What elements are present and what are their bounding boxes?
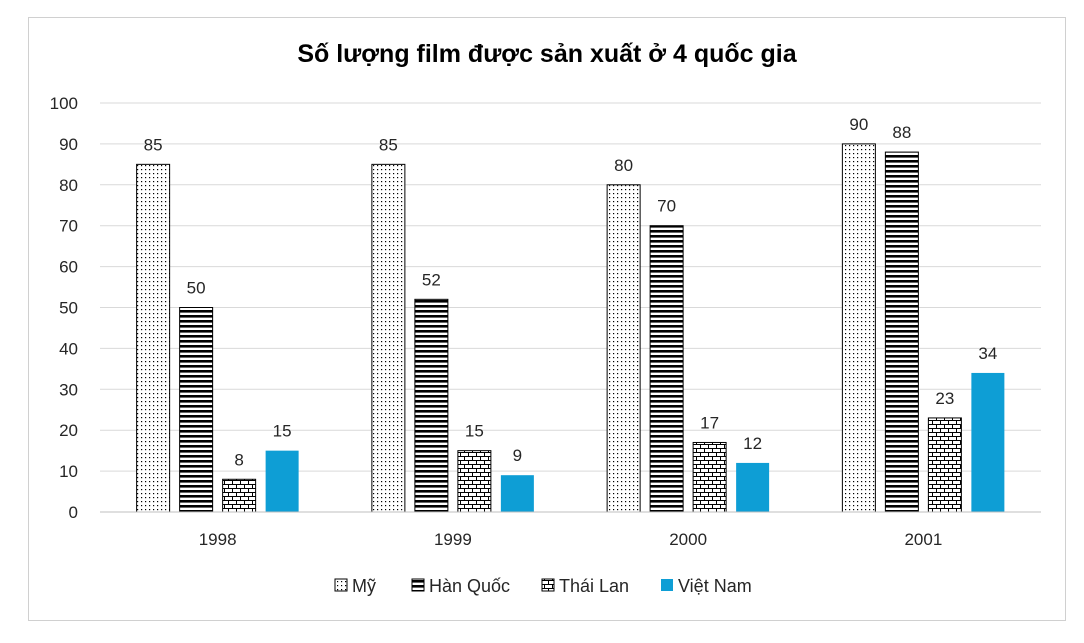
data-label: 12 <box>743 434 762 453</box>
legend-swatch <box>541 578 555 592</box>
data-label: 17 <box>700 413 719 432</box>
bar-my-1998 <box>136 163 171 513</box>
bar-han-quoc-2001 <box>884 151 919 513</box>
y-tick-label: 40 <box>59 339 78 358</box>
bar-han-quoc-2000 <box>649 225 684 513</box>
y-tick-label: 60 <box>59 258 78 277</box>
y-tick-label: 20 <box>59 421 78 440</box>
data-label: 90 <box>849 115 868 134</box>
data-label: 15 <box>465 422 484 441</box>
legend-label: Hàn Quốc <box>429 576 510 596</box>
bar-thai-lan-2001 <box>927 417 962 513</box>
bar-viet-nam-2000 <box>736 462 770 512</box>
bar-thai-lan-2000 <box>692 441 727 513</box>
data-label: 85 <box>379 135 398 154</box>
legend-swatch <box>411 578 425 592</box>
bar-thai-lan-1999 <box>457 450 492 513</box>
legend-label: Việt Nam <box>678 576 752 596</box>
y-tick-label: 10 <box>59 462 78 481</box>
y-tick-label: 30 <box>59 380 78 399</box>
data-label: 34 <box>978 344 997 363</box>
x-tick-label: 1999 <box>434 530 472 549</box>
chart-title: Số lượng film được sản xuất ở 4 quốc gia <box>297 40 797 68</box>
bar-viet-nam-1999 <box>500 475 534 512</box>
data-label: 9 <box>513 446 522 465</box>
y-axis: 0 10 20 30 40 50 60 70 80 90 100 <box>50 94 78 522</box>
data-label: 85 <box>144 135 163 154</box>
legend-swatch <box>334 578 348 592</box>
y-tick-label: 80 <box>59 176 78 195</box>
bar-han-quoc-1999 <box>414 298 449 513</box>
bar-my-2000 <box>606 184 641 513</box>
legend-swatch <box>661 579 673 591</box>
bar-han-quoc-1998 <box>179 307 214 513</box>
y-tick-label: 50 <box>59 299 78 318</box>
data-label: 88 <box>892 123 911 142</box>
chart-frame <box>28 17 1066 621</box>
data-label: 8 <box>234 450 243 469</box>
x-tick-label: 2000 <box>669 530 707 549</box>
x-tick-label: 2001 <box>904 530 942 549</box>
y-tick-label: 70 <box>59 217 78 236</box>
data-label: 50 <box>187 279 206 298</box>
data-label: 70 <box>657 197 676 216</box>
bar-my-1999 <box>371 163 406 513</box>
bar-thai-lan-1998 <box>222 478 257 513</box>
legend-label: Mỹ <box>352 576 376 596</box>
data-label: 52 <box>422 270 441 289</box>
bar-viet-nam-2001 <box>971 372 1005 512</box>
y-tick-label: 0 <box>69 503 78 522</box>
bar-my-2001 <box>841 143 876 513</box>
legend-label: Thái Lan <box>559 576 629 596</box>
data-label: 80 <box>614 156 633 175</box>
legend: Mỹ Hàn Quốc Thái Lan Việt Nam <box>334 576 752 596</box>
y-tick-label: 100 <box>50 94 78 113</box>
x-axis: 1998 1999 2000 2001 <box>100 511 1041 549</box>
data-label: 23 <box>935 389 954 408</box>
data-label: 15 <box>273 422 292 441</box>
bar-viet-nam-1998 <box>265 450 299 512</box>
y-tick-label: 90 <box>59 135 78 154</box>
x-tick-label: 1998 <box>199 530 237 549</box>
